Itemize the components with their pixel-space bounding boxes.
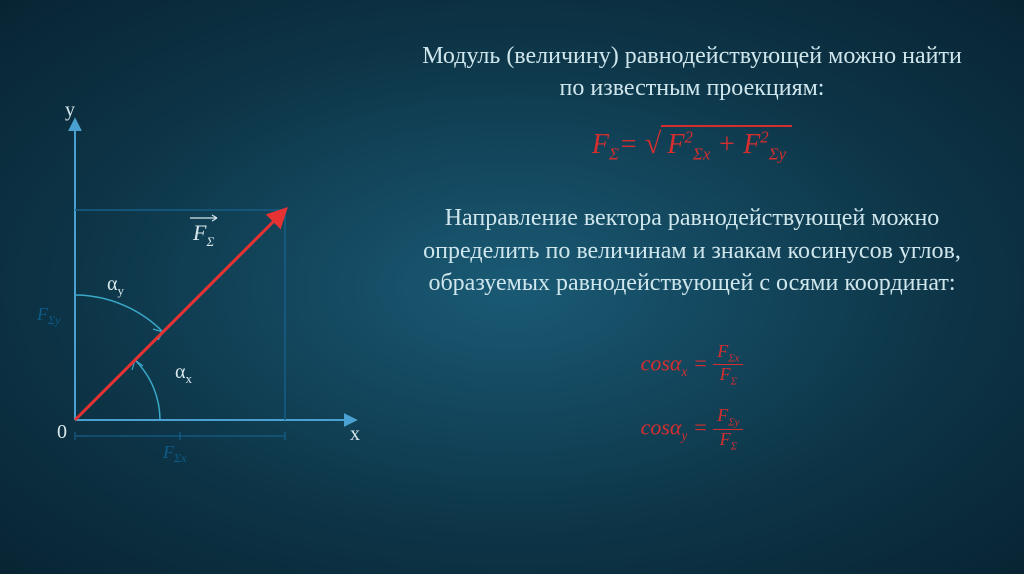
- vector-label: FΣ: [192, 220, 214, 249]
- alpha-y-label: αy: [107, 273, 124, 298]
- y-axis-label: y: [65, 99, 75, 121]
- origin-label: 0: [57, 421, 67, 443]
- formula-magnitude: FΣ= √F2Σx + F2Σy: [410, 127, 974, 165]
- sqrt-sign: √: [645, 127, 661, 160]
- frac-x: FΣx FΣ: [713, 342, 743, 389]
- formula-cos-x: cosαx = FΣx FΣ: [410, 342, 974, 389]
- radicand: F2Σx + F2Σy: [661, 125, 792, 160]
- resultant-vector: [75, 210, 285, 420]
- vector-diagram: y x 0 FΣ FΣx FΣy αx αy: [35, 110, 365, 470]
- diagram-svg: y x 0 FΣ FΣx FΣy αx αy: [35, 110, 365, 470]
- frac-y: FΣy FΣ: [713, 406, 743, 453]
- proj-y-label: FΣy: [36, 304, 61, 327]
- paragraph-1: Модуль (величину) равнодействующей можно…: [410, 40, 974, 105]
- arc-alpha-y: [75, 295, 163, 332]
- text-panel: Модуль (величину) равнодействующей можно…: [400, 0, 1024, 574]
- f-sigma: FΣ: [592, 129, 619, 160]
- diagram-panel: y x 0 FΣ FΣx FΣy αx αy: [0, 0, 400, 574]
- paragraph-2: Направление вектора равнодействующей мож…: [410, 202, 974, 299]
- alpha-x-label: αx: [175, 361, 192, 386]
- formula-cos-y: cosαy = FΣy FΣ: [410, 406, 974, 453]
- x-axis-label: x: [350, 423, 360, 445]
- slide: y x 0 FΣ FΣx FΣy αx αy Модуль (величину)…: [0, 0, 1024, 574]
- proj-x-label: FΣx: [162, 442, 187, 465]
- arc-alpha-x: [135, 360, 160, 420]
